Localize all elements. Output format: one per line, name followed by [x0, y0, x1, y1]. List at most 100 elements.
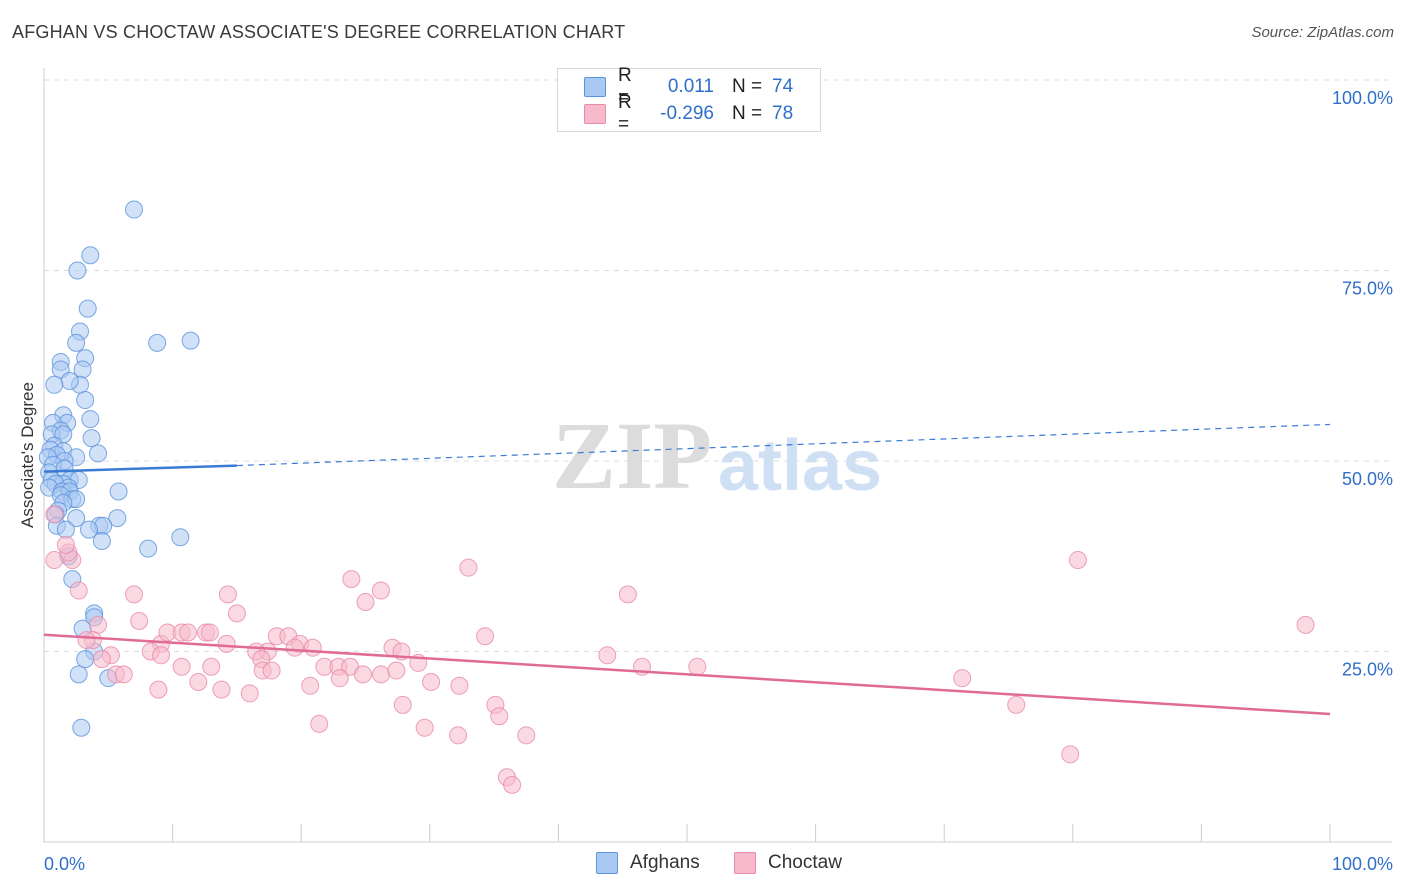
r-value: 0.011 — [667, 76, 714, 97]
afghans-swatch — [584, 77, 606, 97]
choctaw-point — [503, 775, 522, 794]
choctaw-point — [415, 718, 434, 737]
choctaw-swatch — [734, 852, 756, 874]
legend-item-choctaw[interactable]: Choctaw — [734, 852, 842, 874]
afghans-point — [76, 650, 95, 669]
afghans-point — [181, 331, 200, 350]
afghans-point — [80, 520, 99, 539]
afghans-trend-solid — [43, 464, 237, 473]
watermark: ZIP atlas — [552, 402, 882, 509]
x-tick-label-min: 0.0% — [44, 854, 85, 874]
choctaw-point — [202, 657, 221, 676]
y-tick-label: 75.0% — [1342, 279, 1393, 299]
choctaw-point — [303, 638, 322, 657]
watermark-atlas: atlas — [718, 426, 882, 506]
choctaw-point — [45, 505, 64, 524]
choctaw-point — [301, 676, 320, 695]
afghans-point — [67, 509, 86, 528]
tick-labels: 100.0% 75.0% 50.0% 25.0% 0.0% 100.0% — [44, 88, 1393, 874]
choctaw-point — [517, 726, 536, 745]
choctaw-point — [1061, 745, 1080, 764]
choctaw-point — [285, 638, 304, 657]
choctaw-point — [218, 585, 237, 604]
trend-lines — [43, 423, 1331, 716]
choctaw-point — [459, 558, 478, 577]
n-label: N = — [732, 103, 763, 124]
legend-label-choctaw: Choctaw — [768, 852, 842, 873]
choctaw-point — [490, 707, 509, 726]
choctaw-point — [189, 672, 208, 691]
choctaw-point — [449, 726, 468, 745]
choctaw-point — [422, 672, 441, 691]
choctaw-point — [240, 684, 259, 703]
legend-row-afghans: R = 0.011 N = 74 — [584, 65, 794, 108]
afghans-point — [139, 539, 158, 558]
choctaw-point — [179, 623, 198, 642]
y-tick-label: 100.0% — [1332, 88, 1393, 108]
y-tick-label: 50.0% — [1342, 469, 1393, 489]
legend-item-afghans[interactable]: Afghans — [596, 852, 700, 874]
choctaw-point — [77, 631, 96, 650]
afghans-point — [89, 444, 108, 463]
choctaw-point — [598, 646, 617, 665]
afghans-point — [69, 665, 88, 684]
afghans-point — [67, 333, 86, 352]
choctaw-point — [330, 669, 349, 688]
choctaw-point — [130, 612, 149, 631]
afghans-point — [81, 246, 100, 265]
afghans-point — [76, 391, 95, 410]
y-tick-label: 25.0% — [1342, 660, 1393, 680]
x-tick-label-max: 100.0% — [1332, 854, 1393, 874]
choctaw-point — [262, 661, 281, 680]
grid-lines — [44, 79, 1392, 652]
choctaw-point — [212, 680, 231, 699]
afghans-point — [81, 410, 100, 429]
choctaw-point — [227, 604, 246, 623]
afghans-point — [72, 718, 91, 737]
afghans-swatch — [596, 852, 618, 874]
choctaw-point — [172, 657, 191, 676]
legend-row-choctaw: R = -0.296 N = 78 — [584, 92, 794, 135]
afghans-point — [125, 200, 144, 219]
afghans-point — [78, 299, 97, 318]
afghans-point — [109, 482, 128, 501]
afghans-point — [60, 371, 79, 390]
choctaw-point — [56, 535, 75, 554]
choctaw-point — [393, 695, 412, 714]
choctaw-point — [149, 680, 168, 699]
source-label: Source: ZipAtlas.com — [1251, 24, 1394, 41]
choctaw-point — [618, 585, 637, 604]
choctaw-point — [371, 665, 390, 684]
choctaw-point — [310, 714, 329, 733]
choctaw-swatch — [584, 104, 606, 124]
choctaw-point — [342, 570, 361, 589]
r-label: R = — [618, 92, 632, 135]
afghans-point — [82, 429, 101, 448]
n-label: N = — [732, 76, 763, 97]
n-value: 78 — [772, 103, 794, 124]
r-label: R = — [618, 65, 632, 108]
choctaw-point — [450, 676, 469, 695]
choctaw-point — [353, 665, 372, 684]
afghans-point — [45, 375, 64, 394]
choctaw-point — [217, 634, 236, 653]
afghans-point — [92, 532, 111, 551]
choctaw-point — [1007, 695, 1026, 714]
choctaw-point — [387, 661, 406, 680]
choctaw-point — [69, 581, 88, 600]
n-value: 74 — [772, 76, 794, 97]
afghans-point — [171, 528, 190, 547]
afghans-point — [56, 520, 75, 539]
choctaw-point — [45, 551, 64, 570]
choctaw-point — [200, 623, 219, 642]
watermark-zip: ZIP — [552, 402, 712, 509]
afghans-point — [148, 333, 167, 352]
choctaw-point — [125, 585, 144, 604]
r-value: -0.296 — [660, 103, 714, 124]
choctaw-point — [476, 627, 495, 646]
choctaw-point — [92, 650, 111, 669]
choctaw-point — [356, 592, 375, 611]
choctaw-point — [114, 665, 133, 684]
choctaw-point — [89, 615, 108, 634]
